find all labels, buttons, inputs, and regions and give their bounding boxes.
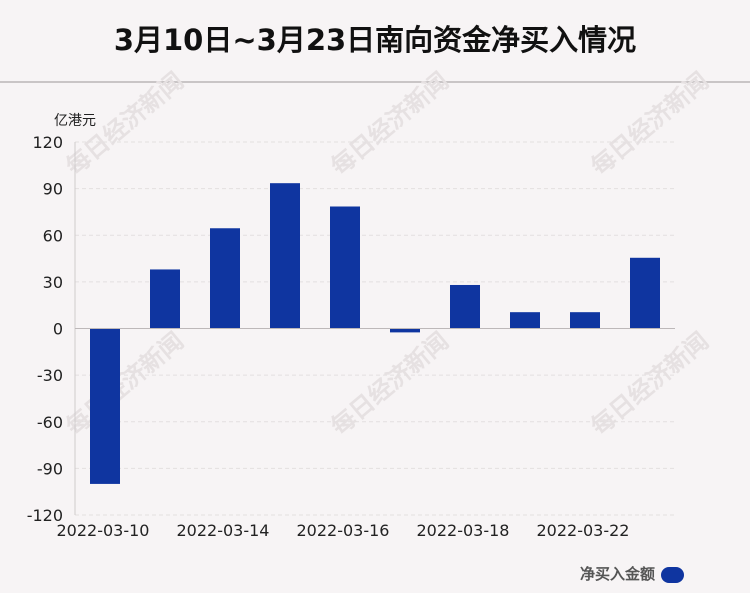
bar-2022-03-10 [90, 328, 120, 484]
bar-2022-03-22 [570, 312, 600, 329]
y-tick-label-4: 0 [53, 320, 63, 339]
legend-label: 净买入金额 [580, 565, 655, 583]
bar-2022-03-14 [210, 228, 240, 329]
watermark-5: 每日经济新闻 [326, 327, 454, 441]
x-tick-label-2: 2022-03-16 [297, 521, 390, 540]
title-divider [0, 81, 750, 83]
y-tick-label-1: 90 [43, 180, 63, 199]
y-tick-label-7: -90 [37, 459, 63, 478]
bar-2022-03-21 [510, 312, 540, 329]
y-tick-label-2: 60 [43, 226, 63, 245]
y-tick-label-5: -30 [37, 366, 63, 385]
y-tick-label-8: -120 [27, 506, 63, 525]
y-axis-unit-label: 亿港元 [54, 113, 96, 129]
y-tick-label-0: 120 [32, 133, 63, 152]
bar-2022-03-15 [270, 183, 300, 329]
watermark-2: 每日经济新闻 [326, 67, 454, 181]
watermark-6: 每日经济新闻 [586, 327, 714, 441]
bar-2022-03-11 [150, 269, 180, 329]
x-tick-label-0: 2022-03-10 [57, 521, 150, 540]
y-tick-label-6: -60 [37, 413, 63, 432]
watermark-4: 每日经济新闻 [61, 327, 189, 441]
x-tick-label-4: 2022-03-22 [537, 521, 630, 540]
bar-2022-03-23 [630, 257, 660, 329]
bar-2022-03-16 [330, 206, 360, 329]
watermark-3: 每日经济新闻 [586, 67, 714, 181]
bar-2022-03-18 [450, 284, 480, 329]
x-tick-label-3: 2022-03-18 [417, 521, 510, 540]
x-tick-label-1: 2022-03-14 [177, 521, 270, 540]
page-title: 3月10日~3月23日南向资金净买入情况 [113, 23, 637, 57]
legend-swatch [661, 567, 684, 583]
bar-2022-03-17 [390, 328, 420, 333]
y-tick-label-3: 30 [43, 273, 63, 292]
